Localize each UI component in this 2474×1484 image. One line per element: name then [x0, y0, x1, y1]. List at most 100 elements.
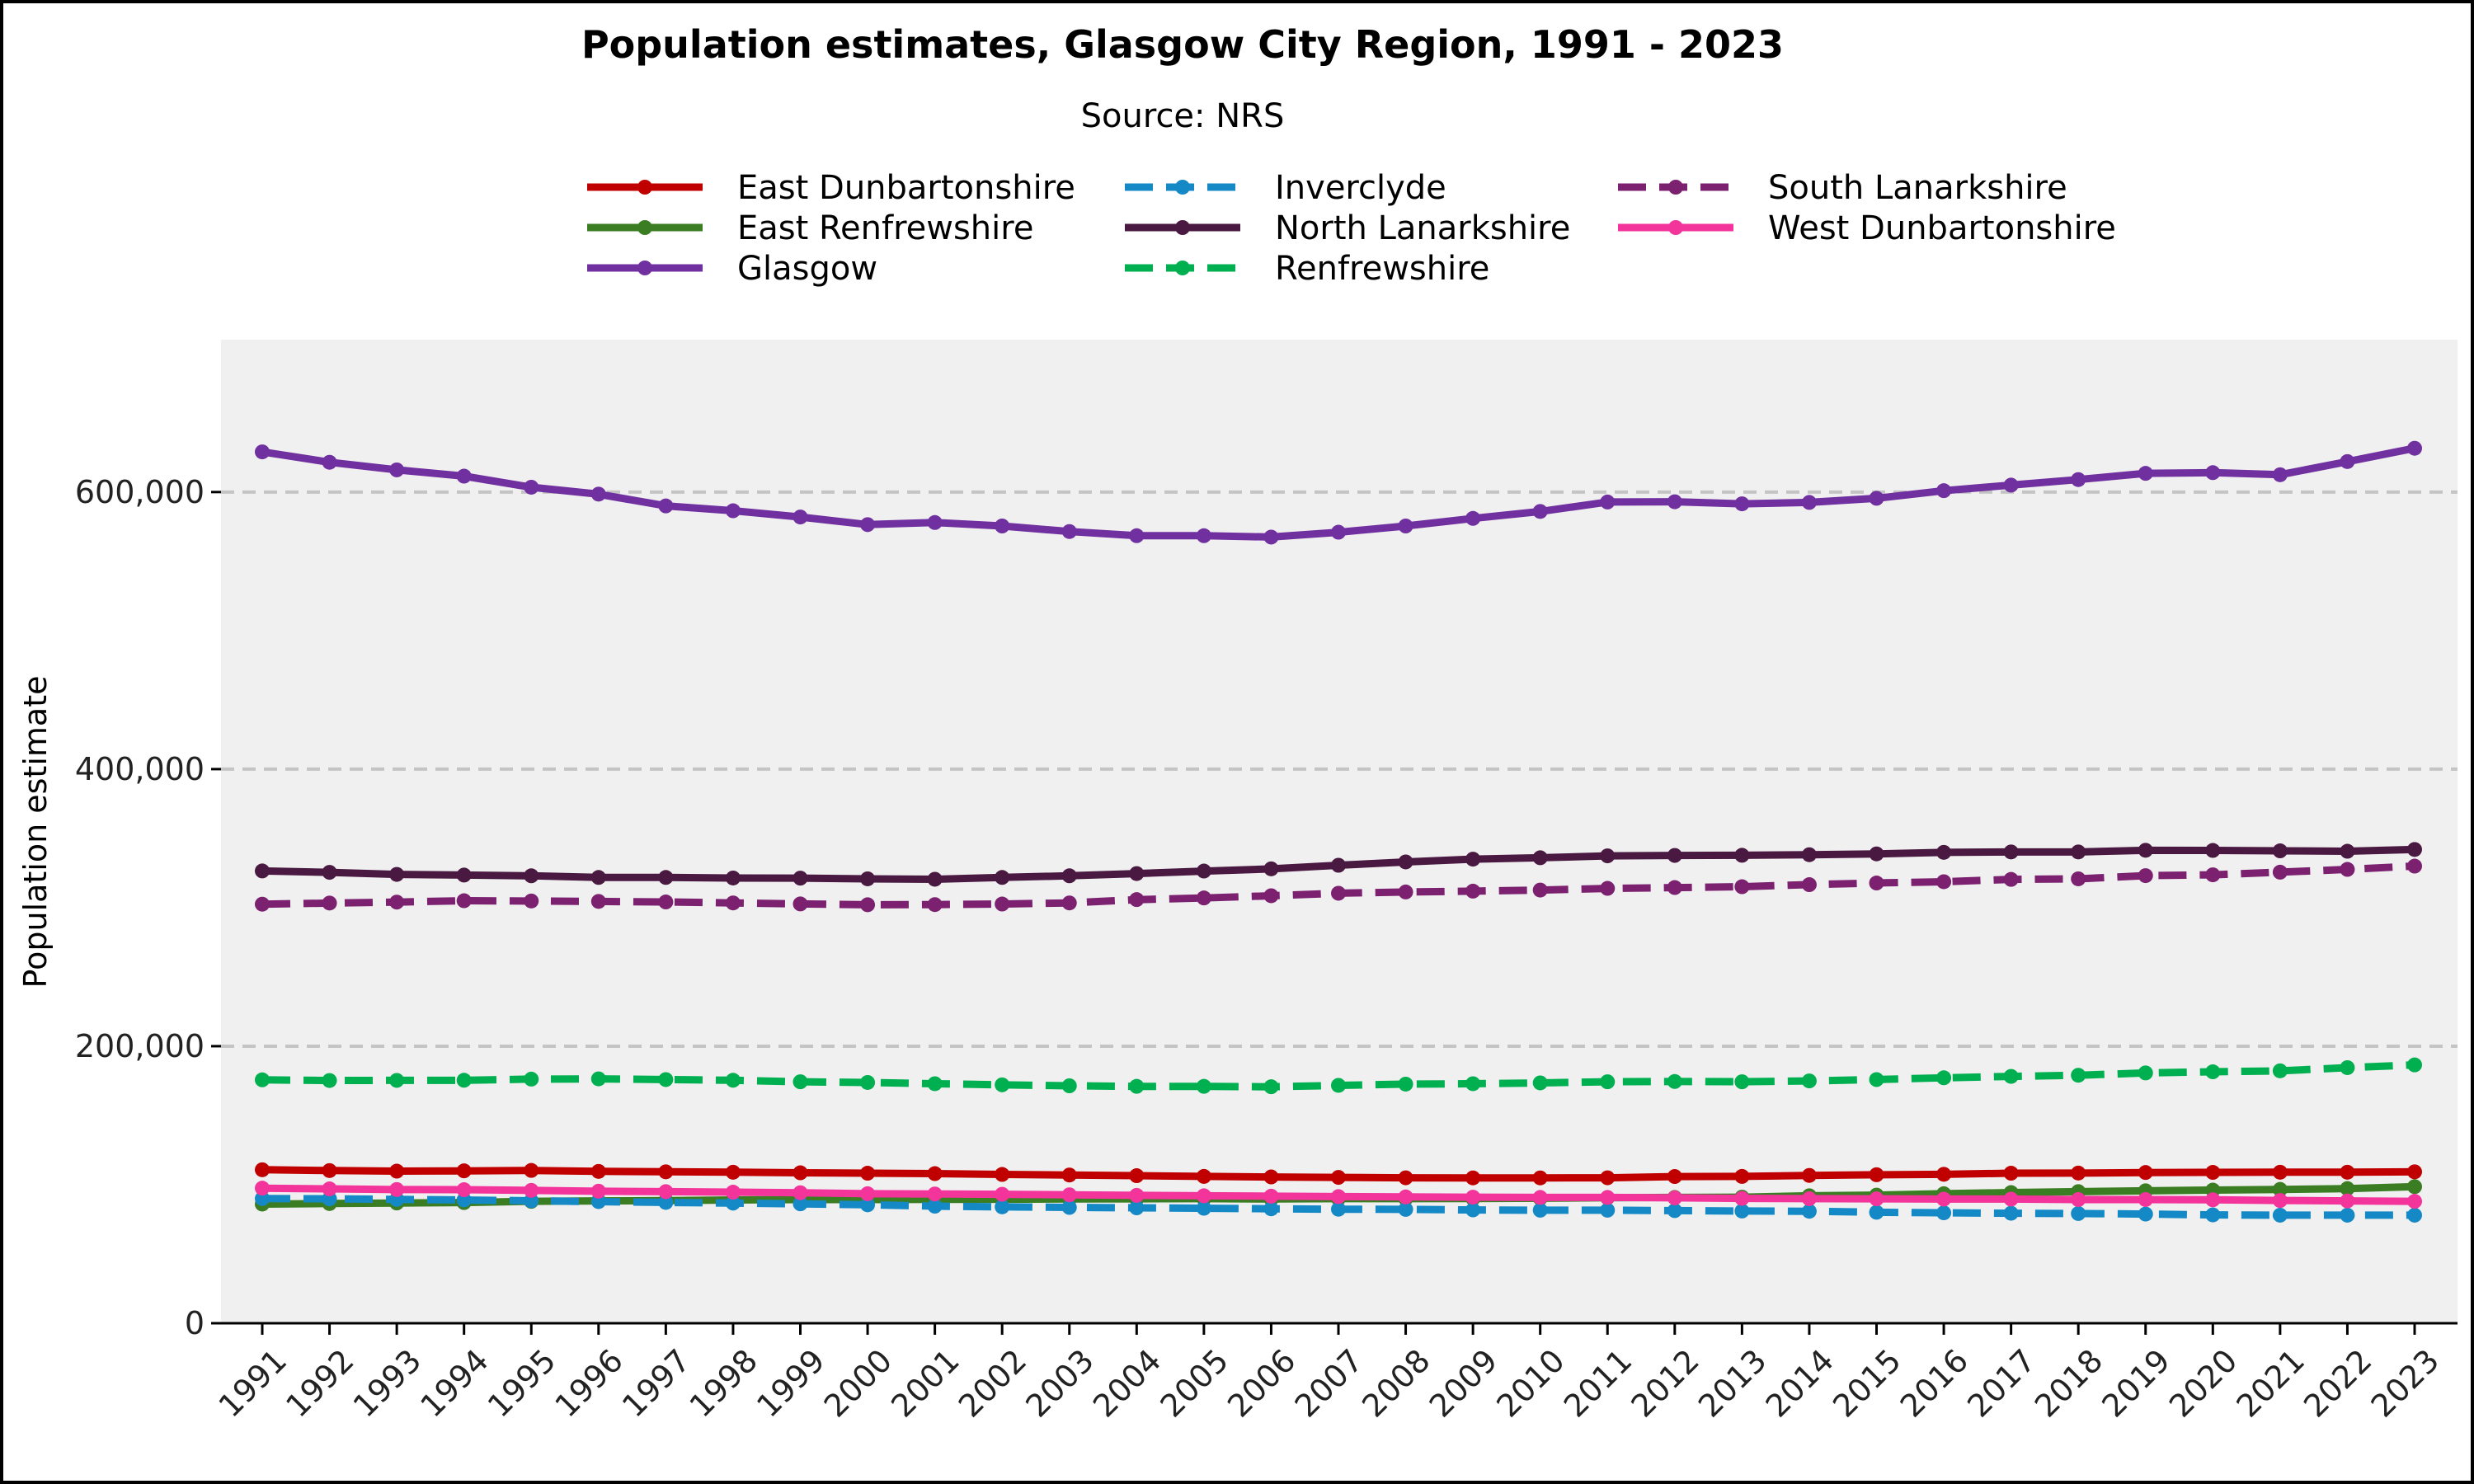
data-point [1936, 844, 1952, 860]
legend-item-renfrewshire: Renfrewshire [1125, 250, 1489, 288]
x-tick-label: 2008 [1355, 1342, 1437, 1425]
data-point [2071, 1191, 2086, 1207]
x-tick-label: 1994 [413, 1342, 496, 1425]
data-point [2205, 843, 2221, 858]
data-point [2138, 1065, 2153, 1081]
data-point [1465, 1190, 1481, 1205]
data-point [1398, 854, 1413, 870]
data-point [322, 1073, 337, 1088]
x-tick-label: 1997 [615, 1342, 698, 1425]
data-point [725, 503, 741, 519]
data-point [2340, 1059, 2355, 1075]
data-point [1465, 1076, 1481, 1092]
y-tick-label: 200,000 [75, 1028, 205, 1064]
data-point [2272, 1193, 2288, 1209]
data-point [2138, 1206, 2153, 1222]
series-inverclyde [255, 1190, 2422, 1223]
data-point [255, 1162, 270, 1177]
data-point [860, 1197, 876, 1213]
data-point [1129, 892, 1145, 908]
data-point [793, 1074, 808, 1090]
data-point [2071, 871, 2086, 886]
data-point [793, 896, 808, 912]
data-point [995, 1186, 1010, 1202]
legend-label: East Dunbartonshire [737, 169, 1075, 207]
data-point [2138, 466, 2153, 481]
data-point [1263, 1169, 1279, 1185]
x-axis-ticks: 1991199219931994199519961997199819992000… [212, 1323, 2446, 1425]
data-point [1061, 1078, 1077, 1093]
data-point [1869, 491, 1884, 506]
data-point [1667, 494, 1682, 510]
data-point [456, 867, 472, 883]
series-west-dunbartonshire [255, 1181, 2422, 1209]
x-tick-label: 2003 [1018, 1342, 1101, 1425]
x-tick-label: 2020 [2162, 1342, 2245, 1425]
x-tick-label: 2014 [1759, 1342, 1841, 1425]
data-point [1936, 1070, 1952, 1086]
data-point [1734, 1190, 1750, 1206]
data-point [1801, 877, 1817, 893]
data-point [725, 870, 741, 885]
data-point [2138, 1191, 2153, 1207]
data-point [322, 865, 337, 881]
data-point [927, 1076, 943, 1092]
y-tick-label: 600,000 [75, 474, 205, 510]
data-point [2205, 465, 2221, 481]
data-point [389, 1163, 405, 1179]
data-point [1465, 510, 1481, 526]
line-chart: Population estimates, Glasgow City Regio… [17, 22, 2458, 1425]
y-tick-label: 400,000 [75, 751, 205, 787]
data-point [255, 444, 270, 460]
data-point [1869, 1191, 1884, 1207]
data-point [995, 1077, 1010, 1092]
x-tick-label: 2011 [1557, 1342, 1639, 1425]
data-point [2205, 867, 2221, 883]
data-point [2071, 1068, 2086, 1083]
data-point [1936, 483, 1952, 499]
data-point [2340, 1181, 2355, 1196]
data-point [1196, 1188, 1211, 1204]
data-point [725, 1164, 741, 1180]
data-point [995, 1199, 1010, 1214]
data-point [255, 896, 270, 912]
data-point [1869, 1205, 1884, 1220]
data-point [590, 1183, 606, 1199]
data-point [2003, 1068, 2019, 1084]
data-point [793, 510, 808, 525]
legend-marker [1175, 261, 1190, 275]
data-point [1129, 1187, 1145, 1203]
x-tick-label: 2017 [1960, 1342, 2043, 1425]
data-point [927, 871, 943, 887]
data-point [590, 1194, 606, 1209]
data-point [995, 870, 1010, 885]
data-point [524, 1162, 539, 1178]
data-point [1801, 1190, 1817, 1206]
data-point [1801, 1204, 1817, 1219]
data-point [1667, 1169, 1682, 1185]
data-point [590, 486, 606, 502]
data-point [2138, 868, 2153, 884]
data-point [2003, 1205, 2019, 1221]
x-tick-label: 2005 [1154, 1342, 1236, 1425]
legend-item-east-renfrewshire: East Renfrewshire [587, 209, 1033, 247]
series-north-lanarkshire [255, 842, 2422, 887]
x-tick-label: 1995 [481, 1342, 563, 1425]
data-point [1532, 504, 1548, 519]
data-point [2071, 844, 2086, 860]
data-point [725, 1073, 741, 1088]
data-point [1869, 1167, 1884, 1182]
x-tick-label: 2012 [1624, 1342, 1706, 1425]
chart-subtitle: Source: NRS [1081, 97, 1285, 135]
data-point [1734, 1168, 1750, 1184]
data-point [1667, 1190, 1682, 1205]
data-point [322, 1162, 337, 1178]
data-point [456, 468, 472, 484]
legend-label: West Dunbartonshire [1768, 209, 2116, 247]
data-point [1600, 494, 1616, 510]
data-point [658, 1164, 674, 1180]
x-tick-label: 2001 [884, 1342, 967, 1425]
data-point [793, 871, 808, 886]
legend-label: East Renfrewshire [737, 209, 1033, 247]
data-point [927, 1199, 943, 1214]
